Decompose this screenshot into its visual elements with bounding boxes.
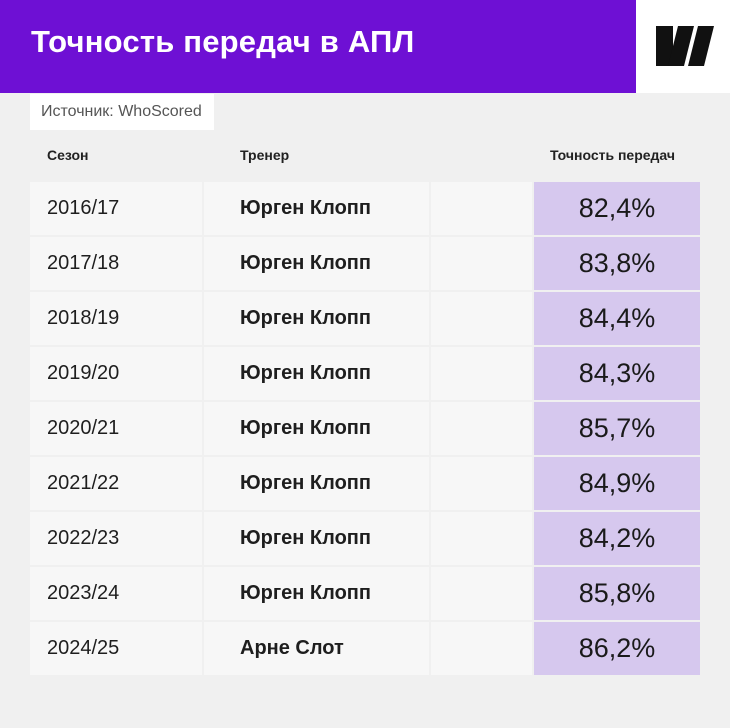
accuracy-cell: 86,2% (534, 622, 700, 675)
coach-cell: Арне Слот (204, 622, 429, 675)
coach-cell: Юрген Клопп (204, 182, 429, 235)
coach-cell: Юрген Клопп (204, 237, 429, 290)
column-header-accuracy: Точность передач (550, 147, 675, 163)
header-bar: Точность передач в АПЛ (0, 0, 636, 93)
spacer-cell (431, 512, 532, 565)
season-cell: 2023/24 (30, 567, 202, 620)
season-cell: 2019/20 (30, 347, 202, 400)
season-cell: 2022/23 (30, 512, 202, 565)
spacer-cell (431, 347, 532, 400)
coach-cell: Юрген Клопп (204, 512, 429, 565)
season-cell: 2016/17 (30, 182, 202, 235)
table-row: 2021/22 Юрген Клопп 84,9% (30, 457, 700, 510)
logo (636, 0, 730, 93)
data-table: 2016/17 Юрген Клопп 82,4% 2017/18 Юрген … (30, 182, 700, 677)
accuracy-cell: 83,8% (534, 237, 700, 290)
table-row: 2020/21 Юрген Клопп 85,7% (30, 402, 700, 455)
spacer-cell (431, 292, 532, 345)
spacer-cell (431, 182, 532, 235)
season-cell: 2017/18 (30, 237, 202, 290)
coach-cell: Юрген Клопп (204, 567, 429, 620)
brand-logo-icon (656, 26, 714, 66)
coach-cell: Юрген Клопп (204, 402, 429, 455)
table-row: 2018/19 Юрген Клопп 84,4% (30, 292, 700, 345)
coach-cell: Юрген Клопп (204, 347, 429, 400)
spacer-cell (431, 237, 532, 290)
accuracy-cell: 85,7% (534, 402, 700, 455)
accuracy-cell: 84,9% (534, 457, 700, 510)
accuracy-cell: 84,4% (534, 292, 700, 345)
season-cell: 2018/19 (30, 292, 202, 345)
table-row: 2016/17 Юрген Клопп 82,4% (30, 182, 700, 235)
accuracy-cell: 84,3% (534, 347, 700, 400)
spacer-cell (431, 402, 532, 455)
season-cell: 2021/22 (30, 457, 202, 510)
column-header-coach: Тренер (240, 147, 290, 163)
spacer-cell (431, 567, 532, 620)
table-row: 2022/23 Юрген Клопп 84,2% (30, 512, 700, 565)
season-cell: 2024/25 (30, 622, 202, 675)
page-title: Точность передач в АПЛ (31, 24, 415, 59)
spacer-cell (431, 622, 532, 675)
season-cell: 2020/21 (30, 402, 202, 455)
source-label: Источник: WhoScored (30, 94, 214, 130)
coach-cell: Юрген Клопп (204, 292, 429, 345)
accuracy-cell: 82,4% (534, 182, 700, 235)
accuracy-cell: 85,8% (534, 567, 700, 620)
table-row: 2024/25 Арне Слот 86,2% (30, 622, 700, 675)
table-row: 2017/18 Юрген Клопп 83,8% (30, 237, 700, 290)
spacer-cell (431, 457, 532, 510)
column-header-season: Сезон (47, 147, 89, 163)
accuracy-cell: 84,2% (534, 512, 700, 565)
table-row: 2019/20 Юрген Клопп 84,3% (30, 347, 700, 400)
coach-cell: Юрген Клопп (204, 457, 429, 510)
table-row: 2023/24 Юрген Клопп 85,8% (30, 567, 700, 620)
